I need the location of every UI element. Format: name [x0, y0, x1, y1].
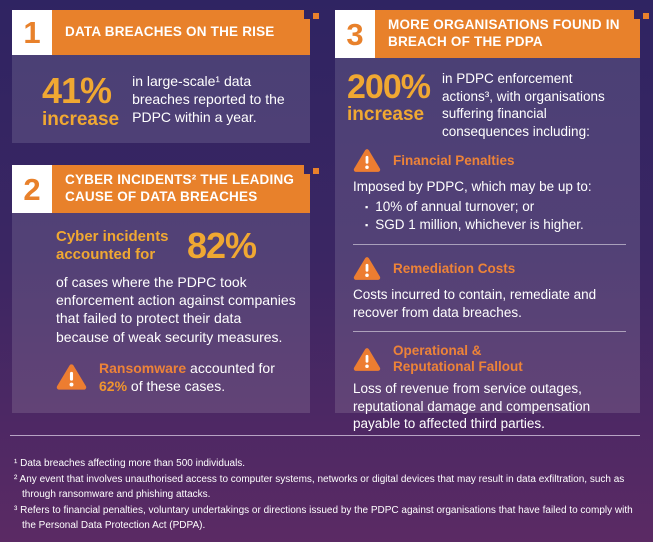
- panel1-stat-block: 41% increase: [42, 67, 119, 131]
- consequence-remediation-costs: Remediation Costs Costs incurred to cont…: [353, 256, 626, 321]
- footnote-2: ² Any event that involves unauthorised a…: [14, 473, 625, 501]
- bullet-text: 10% of annual turnover; or: [375, 198, 535, 214]
- panel3-title: MORE ORGANISATIONS FOUND IN BREACH OF TH…: [388, 17, 620, 49]
- panel3-stat-block: 200% increase: [347, 68, 431, 140]
- item1-bullets: ▪ 10% of annual turnover; or ▪ SGD 1 mil…: [353, 198, 626, 234]
- warning-icon: [56, 364, 87, 390]
- item2-heading: Remediation Costs: [393, 260, 516, 276]
- panel3-stat-row: 200% increase in PDPC enforcement action…: [347, 70, 626, 140]
- callout-mid-text: accounted for: [186, 359, 275, 376]
- panel1-body: 41% increase in large-scale¹ data breach…: [12, 55, 310, 143]
- bullet-glyph: ▪: [365, 201, 369, 212]
- pixel-decoration: [643, 13, 649, 19]
- panel3-body: 200% increase in PDPC enforcement action…: [335, 58, 640, 431]
- callout-tail-text: of these cases.: [127, 377, 226, 394]
- bullet-item: ▪ SGD 1 million, whichever is higher.: [353, 216, 626, 234]
- panel2-lead-row: Cyber incidents accounted for 82%: [56, 228, 296, 264]
- footnote-1: ¹ Data breaches affecting more than 500 …: [14, 458, 246, 469]
- panel3-header-bar: 3 MORE ORGANISATIONS FOUND IN BREACH OF …: [335, 10, 640, 58]
- panel1-title: DATA BREACHES ON THE RISE: [65, 24, 275, 40]
- panel3-stat-label: increase: [347, 104, 425, 125]
- item2-heading-row: Remediation Costs: [353, 256, 626, 281]
- panel2-number-badge: 2: [12, 165, 52, 213]
- ransomware-highlight: Ransomware: [99, 359, 187, 376]
- panel1-number-badge: 1: [12, 10, 52, 55]
- panel-cyber-incidents: 2 CYBER INCIDENTS² THE LEADING CAUSE OF …: [12, 165, 319, 413]
- panel2-body: Cyber incidents accounted for 82% of cas…: [12, 213, 310, 413]
- sub-divider: [353, 331, 626, 333]
- pixel-decoration: [313, 13, 319, 19]
- ransomware-callout: Ransomware accounted for 62% of these ca…: [56, 359, 296, 395]
- panel1-description: in large-scale¹ data breaches reported t…: [132, 72, 285, 126]
- callout-stat: 62%: [99, 377, 128, 394]
- panel1-stat-value: 41%: [42, 70, 112, 112]
- panel-pdpa-breach: 3 MORE ORGANISATIONS FOUND IN BREACH OF …: [335, 10, 649, 431]
- panel-data-breaches-rise: 1 DATA BREACHES ON THE RISE 41% increase…: [12, 10, 319, 143]
- panel1-header-bar: 1 DATA BREACHES ON THE RISE: [12, 10, 310, 55]
- item2-text: Costs incurred to contain, remediate and…: [353, 287, 597, 320]
- footnote-3: ³ Refers to financial penalties, volunta…: [14, 504, 633, 532]
- panel2-lead-text: Cyber incidents accounted for: [56, 228, 169, 263]
- bullet-text: SGD 1 million, whichever is higher.: [375, 216, 584, 232]
- panel2-paragraph: of cases where the PDPC took enforcement…: [56, 274, 296, 345]
- panel2-stat-value: 82%: [187, 225, 257, 266]
- item1-heading: Financial Penalties: [393, 152, 515, 168]
- footer-divider: [10, 435, 640, 436]
- warning-icon: [353, 347, 381, 371]
- panel2-title: CYBER INCIDENTS² THE LEADING CAUSE OF DA…: [65, 172, 295, 204]
- consequence-operational-fallout: Operational & Reputational Fallout Loss …: [353, 343, 626, 432]
- warning-icon: [353, 257, 381, 281]
- item1-text: Imposed by PDPC, which may be up to:: [353, 179, 592, 195]
- bullet-glyph: ▪: [365, 219, 369, 230]
- item3-text: Loss of revenue from service outages, re…: [353, 381, 591, 432]
- item3-heading-row: Operational & Reputational Fallout: [353, 343, 626, 375]
- consequence-financial-penalties: Financial Penalties Imposed by PDPC, whi…: [353, 148, 626, 234]
- pixel-decoration: [313, 168, 319, 174]
- sub-divider: [353, 244, 626, 246]
- panel2-header-bar: 2 CYBER INCIDENTS² THE LEADING CAUSE OF …: [12, 165, 310, 213]
- footnotes: ¹ Data breaches affecting more than 500 …: [14, 456, 642, 534]
- warning-icon: [353, 149, 381, 173]
- panel3-stat-value: 200%: [347, 68, 431, 106]
- panel1-stat-label: increase: [42, 109, 120, 131]
- item1-heading-row: Financial Penalties: [353, 148, 626, 173]
- item3-heading: Operational & Reputational Fallout: [393, 343, 523, 375]
- panel3-number-badge: 3: [335, 10, 375, 58]
- ransomware-callout-text: Ransomware accounted for 62% of these ca…: [99, 359, 289, 395]
- panel3-description: in PDPC enforcement actions³, with organ…: [441, 71, 605, 139]
- bullet-item: ▪ 10% of annual turnover; or: [353, 198, 626, 216]
